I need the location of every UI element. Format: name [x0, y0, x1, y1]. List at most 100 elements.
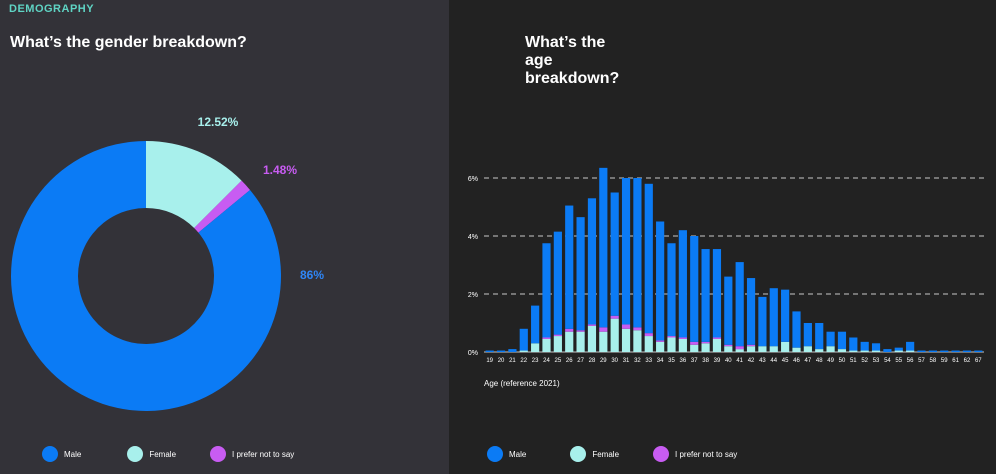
x-tick-label: 34 [657, 358, 664, 364]
bar-other [724, 344, 733, 347]
bar-other [610, 315, 619, 319]
bar-male [712, 249, 722, 338]
x-tick-label: 43 [759, 358, 766, 364]
bar-female [587, 325, 597, 352]
age-axis-title: Age (reference 2021) [484, 379, 560, 388]
bar-male [667, 243, 676, 337]
y-tick-label: 4% [468, 234, 478, 241]
x-tick-label: 35 [668, 358, 675, 364]
x-tick-label: 55 [895, 358, 902, 364]
bar-female [871, 350, 881, 352]
bar-other [553, 334, 562, 337]
bar-other [599, 327, 608, 332]
bar-male [576, 217, 585, 331]
bar-male [781, 289, 790, 342]
bar-female [531, 343, 540, 352]
x-tick-label: 62 [964, 358, 971, 364]
x-tick-label: 25 [555, 358, 562, 364]
bar-male [724, 276, 733, 345]
x-tick-label: 44 [770, 358, 777, 364]
x-tick-label: 27 [577, 358, 584, 364]
x-tick-label: 29 [600, 358, 607, 364]
x-tick-label: 52 [861, 358, 868, 364]
slice-other [194, 180, 251, 233]
bar-male [621, 178, 631, 325]
bar-other [690, 341, 699, 345]
slice-value-label: 86% [300, 268, 324, 282]
x-tick-label: 57 [918, 358, 925, 364]
section-tag: DEMOGRAPHY [9, 3, 95, 15]
bar-other [735, 346, 744, 350]
bar-male [940, 350, 949, 352]
bar-male [860, 341, 869, 351]
x-tick-label: 59 [941, 358, 948, 364]
legend-item-female: Female [570, 446, 619, 462]
bar-male [599, 167, 608, 328]
legend-label: Female [592, 449, 620, 459]
bar-male [735, 262, 744, 347]
bar-female [758, 346, 767, 352]
bar-male [837, 331, 847, 350]
bar-male [485, 350, 494, 352]
x-tick-label: 37 [691, 358, 698, 364]
bar-male [883, 349, 892, 352]
x-tick-label: 30 [611, 358, 618, 364]
x-tick-label: 33 [645, 358, 652, 364]
legend-item-other: I prefer not to say [653, 446, 737, 462]
bar-other [633, 327, 642, 331]
female-swatch [127, 446, 144, 462]
x-tick-label: 22 [520, 358, 527, 364]
legend-item-other: I prefer not to say [210, 446, 294, 462]
bar-male [519, 328, 528, 351]
bar-male [690, 236, 699, 342]
bar-female [678, 338, 687, 352]
bar-female [667, 337, 676, 352]
age-panel [449, 0, 996, 474]
bar-male [792, 311, 801, 348]
x-tick-label: 54 [884, 358, 891, 364]
x-tick-label: 56 [907, 358, 914, 364]
bar-female [701, 343, 710, 352]
bar-male [644, 183, 653, 334]
x-tick-label: 47 [805, 358, 812, 364]
bar-other [746, 344, 756, 347]
bar-other [621, 324, 631, 329]
bar-female [894, 350, 903, 352]
legend-label: I prefer not to say [675, 449, 738, 459]
bar-male [974, 350, 983, 352]
x-tick-label: 50 [839, 358, 846, 364]
bar-female [599, 331, 608, 352]
male-swatch [487, 446, 503, 462]
bar-other [644, 333, 653, 337]
legend-label: Male [64, 449, 82, 459]
bar-male [678, 230, 687, 338]
bar-male [542, 243, 551, 338]
gender-legend: Male Female I prefer not to say [42, 446, 328, 462]
x-tick-label: 49 [827, 358, 834, 364]
legend-item-male: Male [42, 446, 81, 462]
x-tick-label: 46 [793, 358, 800, 364]
bar-male [758, 296, 767, 347]
bar-female [633, 330, 642, 352]
bar-male [951, 350, 960, 352]
bar-male [633, 178, 642, 328]
bar-female [712, 338, 722, 352]
bar-male [553, 231, 562, 335]
legend-label: Female [149, 449, 177, 459]
bar-female [792, 347, 801, 352]
x-tick-label: 24 [543, 358, 550, 364]
bar-male [849, 337, 858, 351]
bar-female [690, 344, 699, 352]
bar-male [701, 249, 710, 342]
bar-other [576, 330, 585, 332]
bar-male [906, 341, 915, 351]
bar-male [894, 347, 903, 351]
other-swatch [210, 446, 227, 462]
bar-male [656, 221, 665, 341]
bar-female [565, 331, 574, 352]
legend-item-male: Male [487, 446, 526, 462]
gender-chart-title: What’s the gender breakdown? [10, 34, 247, 51]
legend-label: Male [509, 449, 527, 459]
bar-other [678, 337, 687, 339]
